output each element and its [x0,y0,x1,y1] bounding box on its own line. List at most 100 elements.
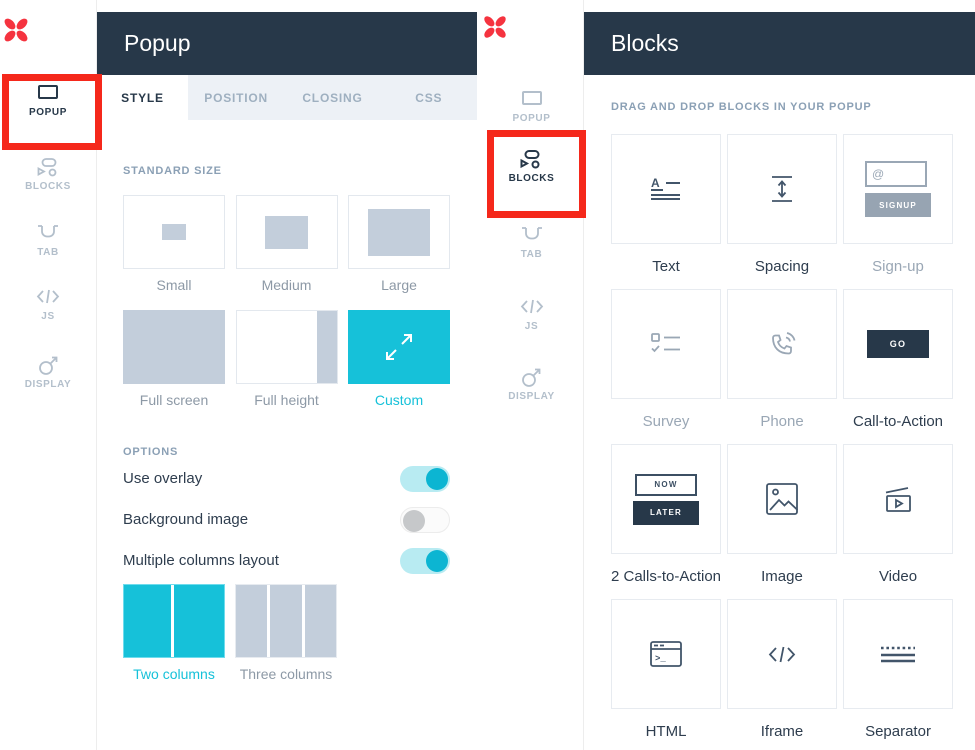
left-panel-divider [96,120,97,735]
background-image-toggle[interactable] [400,506,450,533]
block-label: Text [652,258,680,275]
code-icon [480,298,583,318]
display-target-icon [0,356,96,376]
sidebar-item-js[interactable]: JS [480,298,583,332]
block-iframe[interactable] [727,599,837,709]
cta-later-button-preview: LATER [633,500,699,525]
sidebar-item-blocks[interactable]: BLOCKS [0,158,96,192]
block-html[interactable]: >_ [611,599,721,709]
sidebar-item-display[interactable]: DISPLAY [0,356,96,390]
phone-icon [771,332,795,355]
sidebar-item-label: JS [41,311,55,322]
tab-position[interactable]: POSITION [204,90,269,105]
three-columns-tile[interactable] [235,584,337,658]
sidebar-item-js[interactable]: JS [0,288,96,322]
block-separator[interactable] [843,599,953,709]
block-label: Call-to-Action [852,413,944,430]
sidebar-item-label: POPUP [28,107,67,118]
two-columns-label: Two columns [133,666,215,682]
size-tile-small[interactable] [123,195,225,269]
blocks-content: DRAG AND DROP BLOCKS IN YOUR POPUP A Tex… [584,75,975,750]
column-block [270,585,302,657]
popup-icon [480,90,583,110]
toggle-knob [426,549,448,572]
blocks-panel-title: Blocks [611,30,679,56]
block-cell: GO 2 Calls-to-Action Call-to-Action [843,289,953,444]
tab-closing[interactable]: CLOSING [302,90,363,105]
sidebar-item-popup[interactable]: POPUP [0,84,96,118]
toggle-knob [426,467,448,490]
sidebar-item-popup[interactable]: POPUP [480,90,583,124]
background-image-label: Background image [123,511,249,528]
separator-icon [881,646,915,662]
blocks-grid: A Text Spacing [611,134,975,750]
column-block [124,585,174,657]
block-survey[interactable] [611,289,721,399]
block-cell: A Text [611,134,721,289]
blocks-heading: DRAG AND DROP BLOCKS IN YOUR POPUP [611,101,872,113]
blocks-icon [480,150,583,170]
sidebar-item-tab[interactable]: TAB [0,224,96,258]
size-tile-large[interactable] [348,195,450,269]
block-label: Image [761,568,803,585]
multiple-columns-toggle[interactable] [400,547,450,574]
block-cell: Separator [843,599,953,750]
block-cell: Video [843,444,953,599]
popup-panel-header: Popup [97,12,477,75]
sidebar-item-tab[interactable]: TAB [480,226,583,260]
sidebar-item-display[interactable]: DISPLAY [480,368,583,402]
column-block [236,585,268,657]
size-tile-fullheight[interactable] [235,310,338,384]
size-tile-fullscreen[interactable] [123,310,225,384]
size-tile-custom[interactable] [348,310,450,384]
svg-text:>_: >_ [655,654,666,664]
sidebar-item-label: TAB [520,249,543,260]
toggle-knob [403,509,425,532]
block-label: Phone [760,413,804,430]
use-overlay-label: Use overlay [123,470,203,487]
option-row-use-overlay: Use overlay [123,458,450,499]
option-row-background-image: Background image [123,499,450,540]
sidebar-item-blocks[interactable]: BLOCKS [480,150,583,184]
block-cell: Survey [611,289,721,444]
block-video[interactable] [843,444,953,554]
block-signup[interactable]: @ SIGNUP [843,134,953,244]
blocks-panel-sidebar: POPUP BLOCKS TAB JS DISPLAY [480,0,584,750]
block-phone[interactable] [727,289,837,399]
large-preview-rect [368,208,430,256]
popup-icon [0,84,96,104]
size-tile-medium[interactable] [235,195,338,269]
block-spacing[interactable] [727,134,837,244]
block-cell: NOW LATER 2 Calls-to-Action [611,444,721,599]
use-overlay-toggle[interactable] [400,465,450,492]
block-cell: Spacing [727,134,837,289]
logo-x-icon [4,18,28,42]
signup-button-preview: SIGNUP [865,193,931,217]
text-icon: A [651,177,680,200]
block-label: Sign-up [872,258,924,275]
block-label: 2 Calls-to-Action [610,568,722,585]
block-label: Video [878,568,918,585]
options-heading: OPTIONS [123,446,179,458]
block-cell: Iframe [727,599,837,750]
iframe-icon [768,646,796,662]
sidebar-item-label: POPUP [512,113,551,124]
tab-icon [0,224,96,244]
cta-go-button-preview: GO [867,330,929,358]
tab-style[interactable]: STYLE [97,75,188,120]
medium-preview-rect [265,215,308,249]
block-text[interactable]: A [611,134,721,244]
two-columns-tile[interactable] [123,584,225,658]
standard-size-tiles [123,195,450,269]
block-2-calls-to-action[interactable]: NOW LATER [611,444,721,554]
tab-css[interactable]: CSS [415,90,443,105]
sidebar-item-label: TAB [37,247,59,258]
survey-icon [651,333,680,353]
blocks-icon [0,158,96,178]
block-call-to-action[interactable]: GO [843,289,953,399]
popup-tabbar: STYLE POSITION CLOSING CSS [97,75,477,120]
block-image[interactable] [727,444,837,554]
app-logo [480,12,583,42]
block-label: Spacing [754,258,810,275]
